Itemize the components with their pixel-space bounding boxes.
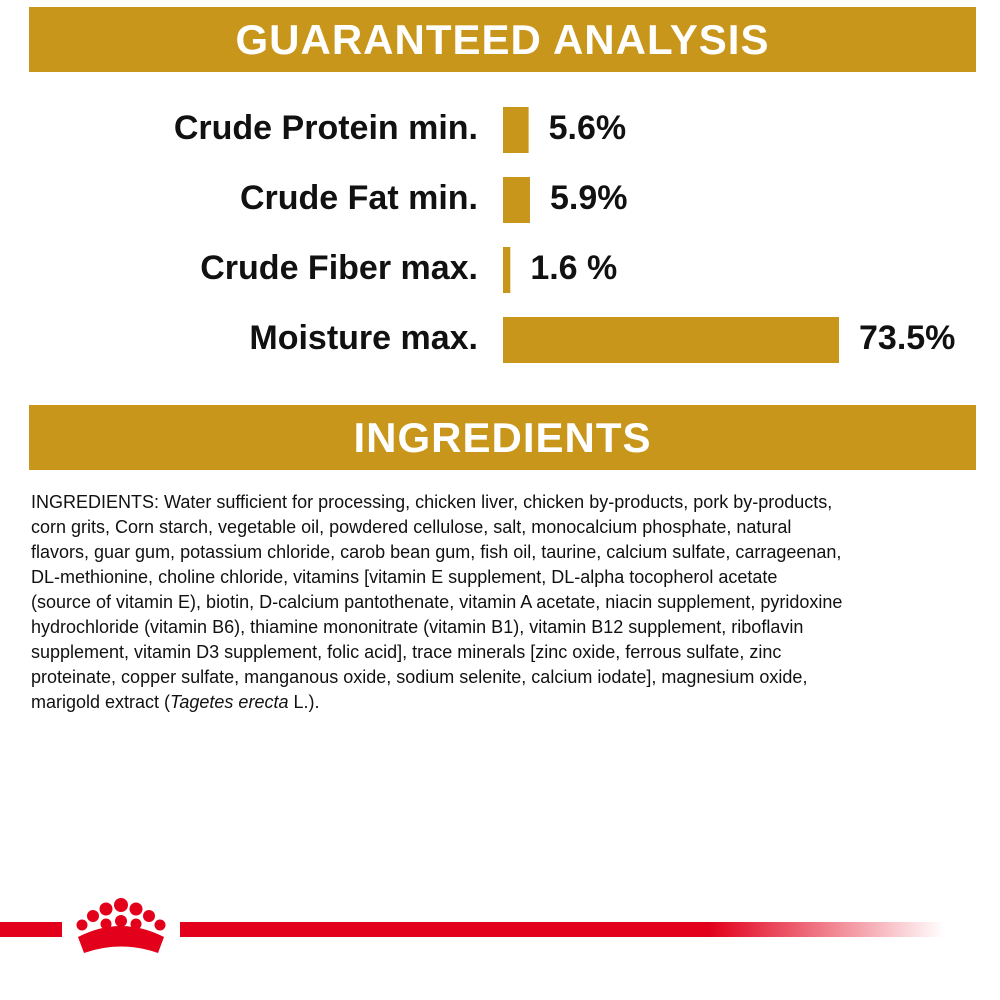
ingredients-line: hydrochloride (vitamin B6), thiamine mon… [31,617,804,637]
text: L.). [288,692,320,712]
ingredients-line: (source of vitamin E), biotin, D-calcium… [31,592,843,612]
value-label: 1.6 % [530,249,617,287]
value-label: 5.6% [549,109,627,147]
bar [503,247,511,293]
italic-text: Tagetes erecta [170,692,289,712]
bar [503,107,529,153]
value-label: 5.9% [550,179,628,217]
red-line [0,922,945,937]
ingredients-line: INGREDIENTS: Water sufficient for proces… [31,492,833,512]
ingredients-line: supplement, vitamin D3 supplement, folic… [31,642,782,662]
category-label: Crude Fiber max. [200,249,478,287]
value-label: 73.5% [859,319,955,357]
category-label: Crude Fat min. [240,179,478,217]
ingredients-title: INGREDIENTS [353,414,652,461]
ingredients-last-line: marigold extract (Tagetes erecta L.). [31,690,842,715]
bar [503,177,530,223]
header-title: GUARANTEED ANALYSIS [235,16,770,63]
bar [503,317,839,363]
chart: Crude Protein min. 5.6% Crude Fat min. 5.9%… [174,107,955,363]
ingredients-line: corn grits, Corn starch, vegetable oil, … [31,517,792,537]
category-label: Moisture max. [249,319,478,357]
footer [0,895,945,965]
category-label: Crude Protein min. [174,109,478,147]
text: marigold extract ( [31,692,171,712]
ingredients-line: flavors, guar gum, potassium chloride, c… [31,542,842,562]
ingredients-line: DL-methionine, choline chloride, vitamin… [31,567,778,587]
logo [76,898,166,953]
ingredients-text: INGREDIENTS: Water sufficient for proces… [31,490,842,715]
header-band: GUARANTEED ANALYSIS [29,7,976,72]
ingredients-band: INGREDIENTS [29,405,976,470]
ingredients-line: proteinate, copper sulfate, manganous ox… [31,667,808,687]
